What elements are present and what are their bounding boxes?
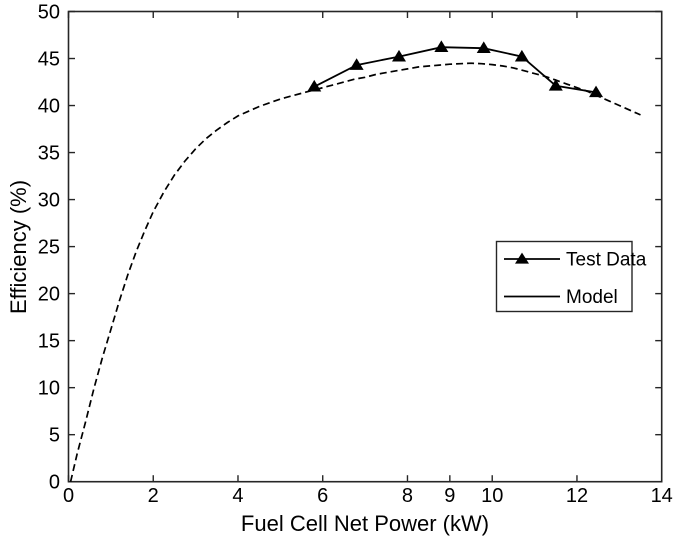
x-axis-tick-labels: 0 2 4 6 8 9 10 12 14 [63, 485, 673, 507]
y-tick-label: 0 [49, 472, 60, 494]
y-axis-tick-labels: 0 5 10 15 20 25 30 35 40 45 50 [38, 2, 60, 494]
y-tick-label: 30 [38, 190, 60, 212]
test-data-marker-triangle [476, 41, 491, 53]
test-data-marker-triangle [349, 58, 364, 70]
model-curve [69, 62, 641, 482]
x-axis-ticks [67, 11, 663, 482]
y-tick-label: 20 [38, 284, 60, 306]
x-tick-label: 4 [232, 485, 243, 507]
model-curve-path [69, 62, 641, 482]
y-tick-label: 45 [38, 49, 60, 71]
test-data-marker-triangle [548, 78, 563, 91]
legend-triangle-marker-icon [515, 252, 529, 264]
x-tick-label: 10 [481, 485, 503, 507]
y-tick-label: 50 [38, 2, 60, 24]
y-tick-label: 35 [38, 143, 60, 165]
y-tick-label: 5 [49, 425, 60, 447]
legend-item-test-data: Test Data [504, 250, 647, 271]
test-data-line [313, 46, 597, 94]
test-data-marker-triangle [391, 49, 406, 62]
x-tick-label: 9 [444, 485, 455, 507]
x-axis-label: Fuel Cell Net Power (kW) [241, 511, 489, 536]
legend-item-model: Model [504, 287, 618, 308]
test-data-marker-triangle [434, 40, 449, 53]
x-tick-label: 8 [402, 485, 413, 507]
x-tick-label: 0 [63, 485, 74, 507]
test-data-series [307, 40, 604, 98]
y-tick-label: 15 [38, 331, 60, 353]
y-tick-label: 40 [38, 96, 60, 118]
test-data-marker-triangle [589, 85, 604, 98]
y-axis-ticks [68, 10, 662, 483]
y-tick-label: 10 [38, 378, 60, 400]
x-tick-label: 6 [317, 485, 328, 507]
test-data-marker-triangle [307, 79, 322, 92]
legend-model-label: Model [566, 287, 618, 308]
y-axis-label: Efficiency (%) [6, 180, 31, 314]
x-tick-label: 14 [651, 485, 673, 507]
x-tick-label: 12 [566, 485, 588, 507]
x-tick-label: 2 [148, 485, 159, 507]
legend-box [495, 240, 633, 313]
y-tick-label: 25 [38, 237, 60, 259]
legend: Test Data Model [495, 240, 647, 313]
legend-test-data-label: Test Data [566, 250, 647, 271]
test-data-marker-triangle [514, 49, 529, 62]
